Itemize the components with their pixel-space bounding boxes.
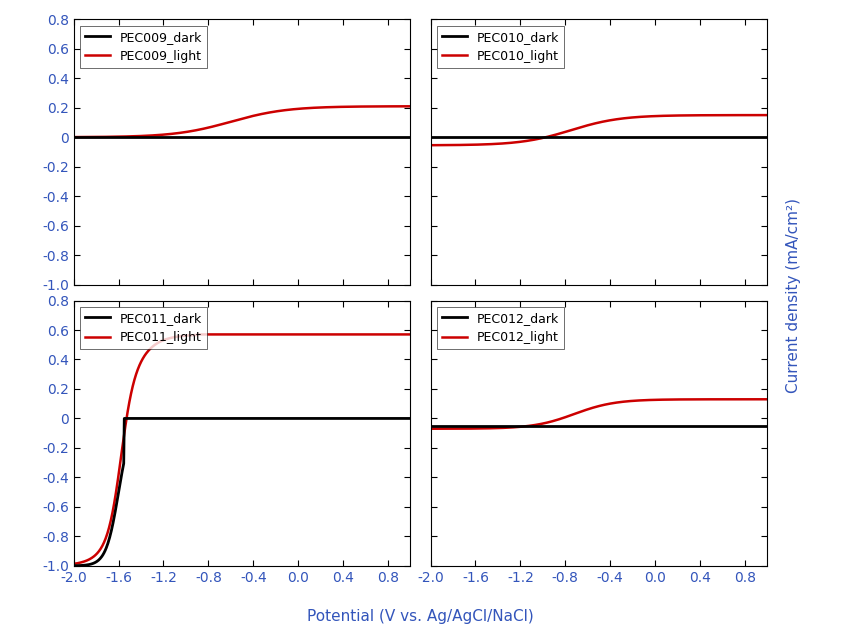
PEC011_dark <box>221 415 231 422</box>
PEC011_light <box>155 338 166 345</box>
PEC010_dark <box>650 133 661 141</box>
PEC012_light <box>577 407 588 415</box>
PEC011_dark <box>155 415 166 422</box>
PEC012_light <box>624 397 635 405</box>
PEC009_light <box>405 102 415 110</box>
PEC012_dark <box>485 422 495 430</box>
PEC011_light <box>405 331 415 338</box>
PEC011_dark <box>268 415 278 422</box>
PEC012_dark <box>762 422 772 430</box>
PEC010_light <box>650 113 661 120</box>
PEC010_dark <box>624 133 635 141</box>
PEC009_dark <box>221 133 231 141</box>
PEC010_dark <box>577 133 588 141</box>
PEC012_light <box>512 423 522 431</box>
PEC011_light <box>221 331 231 338</box>
PEC011_dark <box>119 415 129 422</box>
PEC009_dark <box>322 133 332 141</box>
Legend: PEC010_dark, PEC010_light: PEC010_dark, PEC010_light <box>437 26 564 68</box>
PEC011_light <box>128 380 139 388</box>
Text: Current density (mA/cm²): Current density (mA/cm²) <box>786 198 801 394</box>
PEC010_dark <box>485 133 495 141</box>
PEC011_dark <box>128 415 139 422</box>
PEC009_light <box>267 108 277 116</box>
PEC009_light <box>322 104 332 111</box>
PEC010_dark <box>426 133 436 141</box>
PEC009_light <box>155 131 166 139</box>
PEC010_light <box>679 111 689 119</box>
PEC012_light <box>485 424 495 432</box>
Line: PEC011_dark: PEC011_dark <box>74 419 410 566</box>
PEC010_light <box>762 111 772 119</box>
PEC009_light <box>293 105 303 113</box>
PEC012_light <box>679 395 689 403</box>
PEC010_light <box>485 140 495 148</box>
Legend: PEC012_dark, PEC012_light: PEC012_dark, PEC012_light <box>437 307 564 349</box>
PEC009_dark <box>68 133 79 141</box>
PEC010_dark <box>512 133 522 141</box>
PEC009_light <box>221 119 231 127</box>
PEC011_dark <box>294 415 304 422</box>
Legend: PEC011_dark, PEC011_light: PEC011_dark, PEC011_light <box>80 307 207 349</box>
PEC012_light <box>426 425 436 433</box>
Line: PEC009_light: PEC009_light <box>74 106 410 137</box>
PEC009_light <box>128 132 139 140</box>
PEC011_light <box>268 331 278 338</box>
PEC010_dark <box>762 133 772 141</box>
PEC012_dark <box>650 422 661 430</box>
PEC009_dark <box>293 133 303 141</box>
PEC012_dark <box>426 422 436 430</box>
PEC009_dark <box>155 133 166 141</box>
Line: PEC010_light: PEC010_light <box>431 115 767 145</box>
PEC012_dark <box>679 422 689 430</box>
PEC011_dark <box>68 562 79 570</box>
PEC012_light <box>762 395 772 403</box>
PEC012_dark <box>577 422 588 430</box>
PEC012_dark <box>512 422 522 430</box>
PEC009_dark <box>128 133 139 141</box>
PEC010_light <box>512 138 522 146</box>
PEC011_light <box>192 331 203 338</box>
PEC012_dark <box>624 422 635 430</box>
Text: Potential (V vs. Ag/AgCl/NaCl): Potential (V vs. Ag/AgCl/NaCl) <box>307 609 534 624</box>
PEC010_light <box>426 141 436 149</box>
PEC011_dark <box>323 415 333 422</box>
PEC011_light <box>294 331 304 338</box>
PEC012_light <box>650 396 661 404</box>
PEC009_dark <box>267 133 277 141</box>
PEC011_light <box>68 560 79 568</box>
PEC011_light <box>323 331 333 338</box>
PEC010_light <box>624 114 635 122</box>
PEC010_light <box>577 123 588 131</box>
PEC009_light <box>68 133 79 141</box>
Legend: PEC009_dark, PEC009_light: PEC009_dark, PEC009_light <box>80 26 207 68</box>
PEC011_dark <box>405 415 415 422</box>
Line: PEC011_light: PEC011_light <box>74 334 410 564</box>
Line: PEC012_light: PEC012_light <box>431 399 767 429</box>
PEC009_dark <box>405 133 415 141</box>
PEC010_dark <box>679 133 689 141</box>
